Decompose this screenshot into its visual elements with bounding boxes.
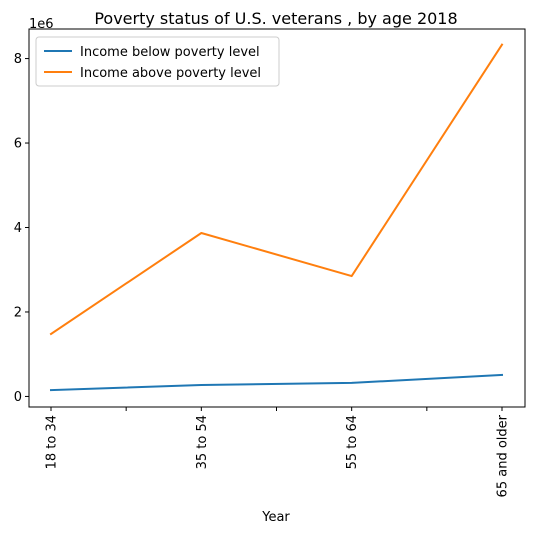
- y-tick-label: 8: [14, 52, 22, 67]
- y-tick-label: 0: [14, 390, 22, 405]
- legend: Income below poverty level Income above …: [35, 36, 280, 87]
- legend-box: [35, 36, 280, 87]
- y-tick-label: 6: [14, 137, 22, 152]
- y-tick-label: 4: [14, 221, 22, 236]
- series-line-0: [49, 373, 504, 392]
- y-offset-label: 1e6: [29, 17, 54, 32]
- y-tick-label: 2: [14, 305, 22, 320]
- plot-frame: [28, 28, 526, 408]
- legend-label-below-poverty: Income below poverty level: [80, 45, 260, 60]
- x-tick-label: 18 to 34: [45, 415, 60, 469]
- x-axis-label: Year: [261, 510, 290, 525]
- legend-label-above-poverty: Income above poverty level: [80, 66, 261, 81]
- x-tick-label: 35 to 54: [195, 415, 210, 469]
- x-tick-label: 55 to 64: [345, 415, 360, 469]
- series-line-1: [49, 43, 504, 336]
- plot-series: [49, 43, 504, 392]
- y-axis: 0 2 4 6 8: [14, 52, 29, 405]
- x-tick-label: 65 and older: [496, 414, 511, 497]
- x-axis: 18 to 34 35 to 54 55 to 64 65 and older: [45, 407, 511, 497]
- chart-title: Poverty status of U.S. veterans , by age…: [94, 9, 457, 28]
